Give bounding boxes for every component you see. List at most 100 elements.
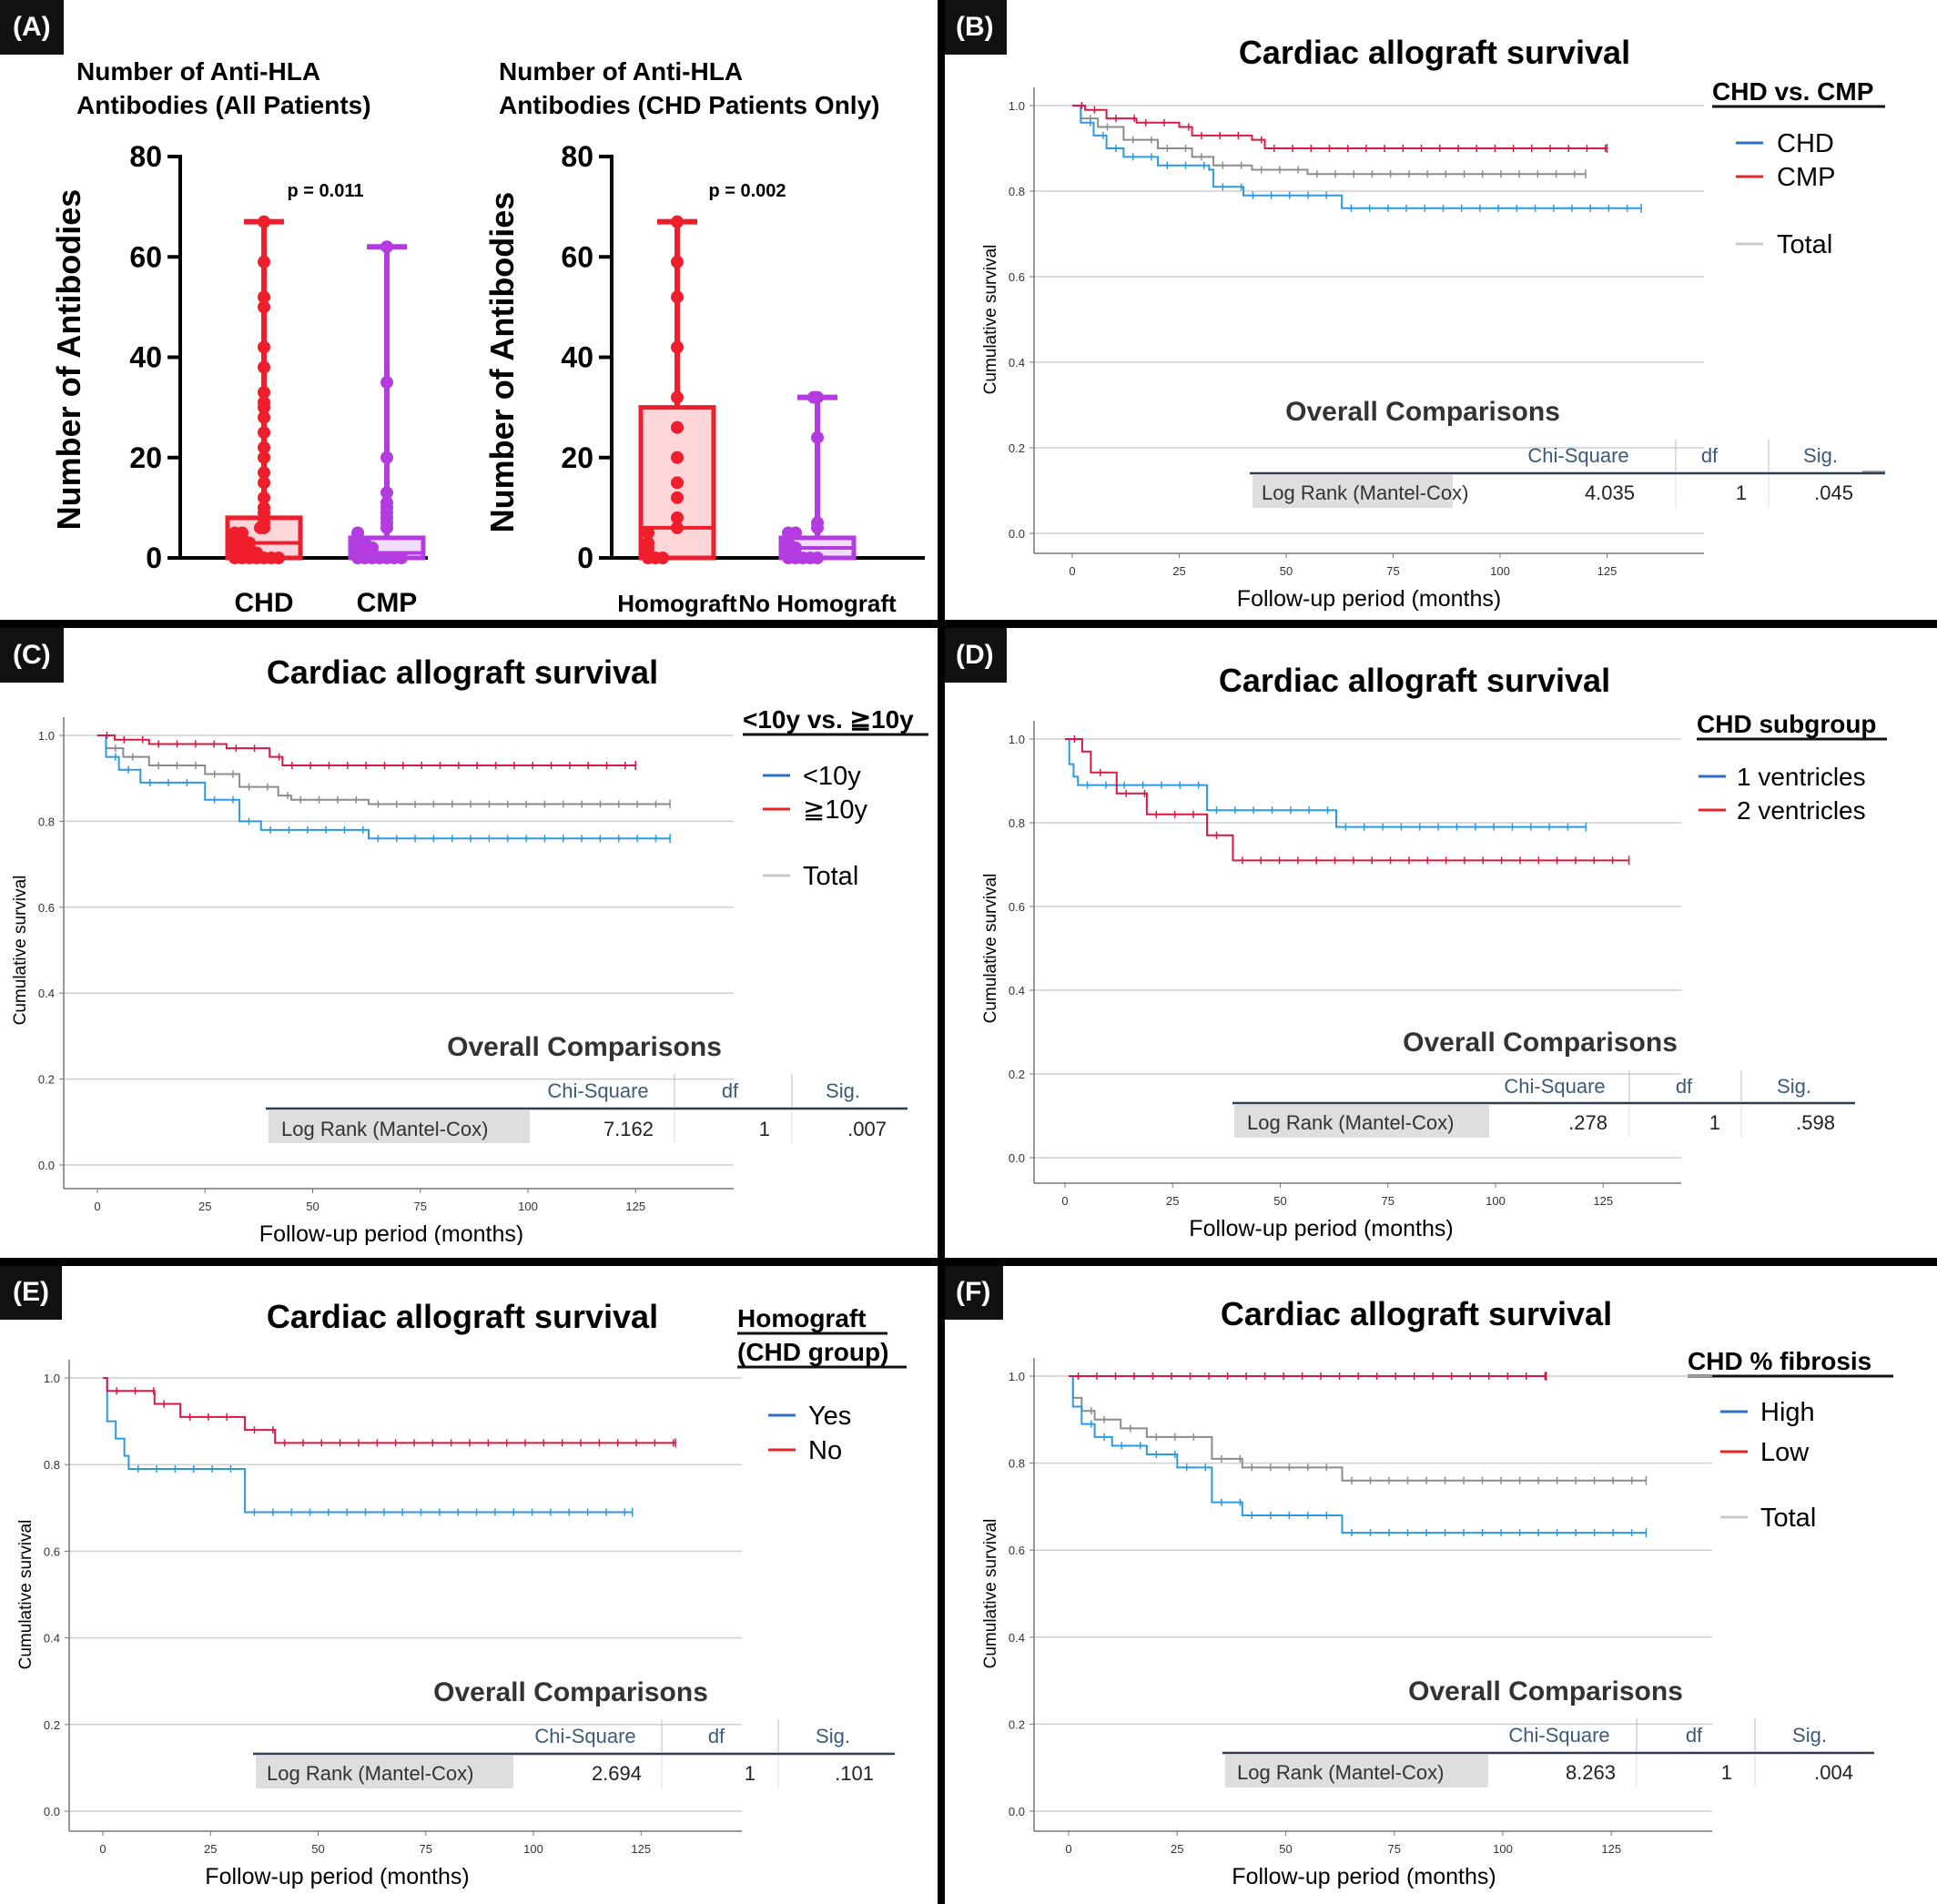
legend-title: CHD % fibrosis (1688, 1347, 1871, 1375)
row-sig: .598 (1796, 1111, 1835, 1134)
y-tick-label: 0.0 (44, 1805, 60, 1818)
series-high (1069, 1375, 1648, 1538)
data-point (380, 521, 393, 534)
legend-label: High (1760, 1398, 1815, 1427)
data-point (254, 521, 267, 534)
legend-label: Total (803, 862, 858, 891)
panel-b-label: (B) (943, 0, 1007, 55)
row-sig: .007 (847, 1118, 887, 1140)
overall-comparisons-table: Overall Comparisons Chi-Square df Sig. L… (1222, 1676, 1874, 1788)
data-point (671, 420, 684, 434)
data-point (807, 390, 820, 404)
y-tick-label: 0.0 (1009, 1805, 1025, 1818)
x-tick-label: 125 (1597, 564, 1618, 578)
y-tick-label: 0.4 (1009, 984, 1025, 998)
y-tick-label: 20 (129, 441, 162, 474)
legend-label: CHD (1777, 129, 1834, 158)
divider-vertical-bottom (938, 1265, 945, 1904)
y-tick-label: 0.4 (1009, 356, 1025, 370)
antibody-count-charts: Number of Anti-HLA Antibodies (All Patie… (50, 57, 925, 618)
y-tick-label: 0.2 (1009, 1717, 1025, 1731)
survival-curve (103, 1377, 676, 1444)
data-point (671, 340, 684, 354)
data-point (671, 451, 684, 464)
row-label: Log Rank (Mantel-Cox) (1237, 1761, 1444, 1784)
data-point (671, 521, 684, 534)
category-label: CMP (357, 588, 418, 618)
legend-item-high: High (1720, 1398, 1815, 1427)
x-tick-label: 25 (1166, 1194, 1179, 1208)
panel-f: (F) Cardiac allograft survival CHD % fib… (943, 1265, 1937, 1904)
y-tick-label: 0.6 (1009, 270, 1025, 284)
data-point (258, 491, 270, 504)
x-tick-label: 125 (625, 1200, 645, 1213)
col-sig: Sig. (816, 1725, 850, 1747)
survival-chart-d: Cardiac allograft survival CHD subgroup … (981, 662, 1887, 1241)
x-tick-label: 75 (1388, 1842, 1401, 1856)
survival-chart-b: Cardiac allograft survival CHD vs. CMP C… (981, 34, 1885, 612)
y-tick-label: 0.6 (44, 1544, 60, 1558)
divider-vertical-middle (938, 628, 945, 1265)
legend-label: <10y (803, 762, 861, 791)
y-axis-label: Cumulative survival (11, 876, 30, 1026)
x-tick-label: 100 (1490, 564, 1510, 578)
legend-item-no: No (768, 1436, 842, 1465)
chart-title: Cardiac allograft survival (1221, 1295, 1612, 1332)
y-axis-label: Cumulative survival (16, 1520, 35, 1670)
col-sig: Sig. (1803, 444, 1838, 467)
chart-title: Cardiac allograft survival (267, 653, 658, 691)
right-title-line1: Number of Anti-HLA (499, 57, 743, 86)
divider-horizontal-2 (0, 1258, 1937, 1266)
x-tick-label: 50 (1280, 564, 1293, 578)
y-tick-label: 0.2 (44, 1718, 60, 1732)
y-tick-label: 60 (129, 240, 162, 273)
x-axis-label: Follow-up period (months) (259, 1221, 523, 1245)
overall-comparisons-table: Overall Comparisons Chi-Square df Sig. L… (1232, 1028, 1855, 1138)
x-axis-label: Follow-up period (months) (1232, 1864, 1496, 1889)
legend-title-line1: Homograft (737, 1304, 867, 1332)
legend-item-total: Total (1736, 230, 1832, 259)
col-sig: Sig. (826, 1079, 860, 1102)
data-point (272, 552, 285, 564)
survival-chart-e: Cardiac allograft survival Homograft (CH… (16, 1298, 907, 1889)
series-total (1069, 1375, 1648, 1485)
data-point (656, 552, 669, 564)
y-tick-label: 0.6 (1009, 900, 1025, 914)
row-label: Log Rank (Mantel-Cox) (281, 1118, 488, 1140)
data-point (380, 376, 393, 390)
x-tick-label: 75 (414, 1200, 427, 1213)
p-value-annotation: p = 0.011 (288, 181, 364, 201)
series-2-ventricles (1065, 735, 1630, 866)
x-tick-label: 0 (1061, 1194, 1068, 1208)
survival-chart-f: Cardiac allograft survival CHD % fibrosi… (981, 1295, 1893, 1889)
row-sig: .004 (1814, 1761, 1853, 1784)
row-df: 1 (745, 1762, 756, 1785)
group-homograft (638, 215, 716, 564)
row-chisq: 4.035 (1585, 481, 1635, 504)
x-tick-label: 0 (94, 1200, 100, 1213)
y-tick-label: 0.4 (1009, 1631, 1025, 1645)
chart-title: Cardiac allograft survival (1219, 662, 1610, 699)
table-title: Overall Comparisons (447, 1032, 722, 1062)
legend-item-total: Total (1720, 1504, 1816, 1533)
series-cmp (1072, 102, 1608, 153)
col-df: df (1686, 1724, 1703, 1747)
data-point (258, 300, 270, 314)
row-label: Log Rank (Mantel-Cox) (267, 1762, 473, 1785)
col-df: df (722, 1079, 739, 1102)
y-tick-label: 0.8 (44, 1458, 60, 1472)
x-tick-label: 75 (1382, 1194, 1394, 1208)
legend-title: <10y vs. ≧10y (743, 705, 914, 734)
x-tick-label: 125 (1593, 1194, 1613, 1208)
table-title: Overall Comparisons (433, 1677, 708, 1707)
data-point (258, 215, 270, 228)
x-tick-label: 75 (420, 1842, 432, 1856)
data-point (671, 476, 684, 490)
row-chisq: 2.694 (592, 1762, 642, 1785)
survival-curve (97, 734, 636, 767)
y-tick-label: 1.0 (44, 1372, 60, 1385)
y-tick-label: 40 (561, 341, 593, 374)
data-point (671, 511, 684, 524)
row-df: 1 (1736, 481, 1747, 504)
y-tick-label: 0.8 (1009, 1457, 1025, 1471)
